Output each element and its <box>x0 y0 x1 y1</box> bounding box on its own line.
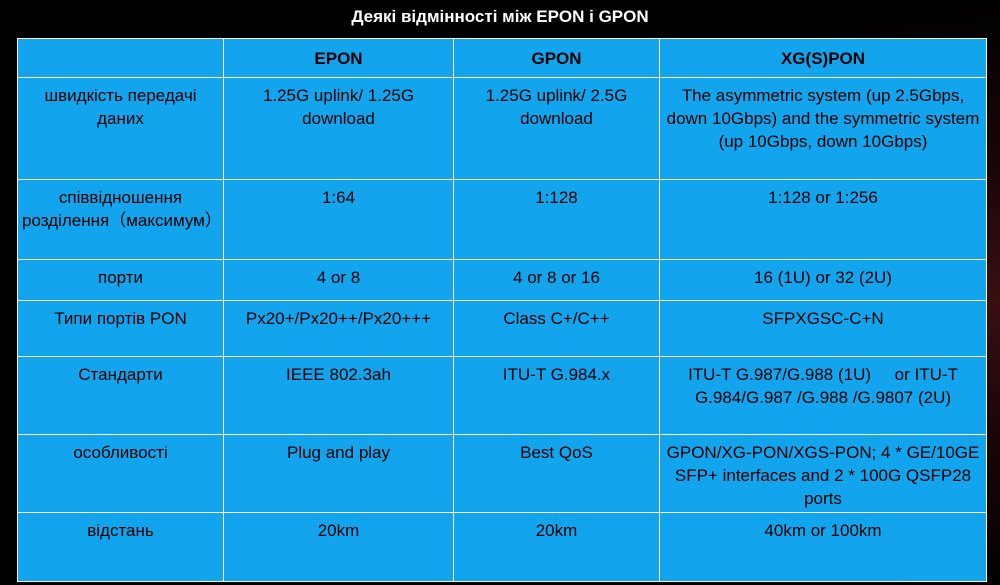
table-cell: 16 (1U) or 32 (2U) <box>659 259 987 301</box>
table-cell: 4 or 8 <box>223 259 454 301</box>
row-label: відстань <box>17 512 224 582</box>
table-row: Стандарти IEEE 802.3ah ITU-T G.984.x ITU… <box>17 356 987 435</box>
table-cell: ITU-T G.984.x <box>453 356 660 435</box>
table-cell: Plug and play <box>223 434 454 513</box>
table-cell: 1:128 <box>453 179 660 260</box>
header-cell-gpon: GPON <box>453 38 660 78</box>
table-row: особливості Plug and play Best QoS GPON/… <box>17 434 987 513</box>
header-cell-epon: EPON <box>223 38 454 78</box>
table-row: співвідношення розділення（максимум） 1:64… <box>17 179 987 260</box>
header-cell-empty <box>17 38 224 78</box>
header-cell-xgspon: XG(S)PON <box>659 38 987 78</box>
slide-title: Деякі відмінності між EPON і GPON <box>351 7 649 26</box>
comparison-table: EPON GPON XG(S)PON швидкість передачі да… <box>17 38 987 582</box>
table-cell: 1:128 or 1:256 <box>659 179 987 260</box>
comparison-table-wrapper: EPON GPON XG(S)PON швидкість передачі да… <box>17 38 987 582</box>
table-cell: 4 or 8 or 16 <box>453 259 660 301</box>
table-row: Типи портів PON Px20+/Px20++/Px20+++ Cla… <box>17 300 987 357</box>
row-label: особливості <box>17 434 224 513</box>
table-row: порти 4 or 8 4 or 8 or 16 16 (1U) or 32 … <box>17 259 987 301</box>
table-cell: IEEE 802.3ah <box>223 356 454 435</box>
table-row: швидкість передачі даних 1.25G uplink/ 1… <box>17 77 987 180</box>
row-label: Стандарти <box>17 356 224 435</box>
table-row: відстань 20km 20km 40km or 100km <box>17 512 987 582</box>
table-cell: 40km or 100km <box>659 512 987 582</box>
table-cell: 1:64 <box>223 179 454 260</box>
table-cell: SFPXGSC-C+N <box>659 300 987 357</box>
table-cell: Px20+/Px20++/Px20+++ <box>223 300 454 357</box>
table-cell: Best QoS <box>453 434 660 513</box>
table-cell: 1.25G uplink/ 1.25G download <box>223 77 454 180</box>
table-cell: 1.25G uplink/ 2.5G download <box>453 77 660 180</box>
table-header-row: EPON GPON XG(S)PON <box>17 38 987 78</box>
row-label: співвідношення розділення（максимум） <box>17 179 224 260</box>
table-cell: ITU-T G.987/G.988 (1U) or ITU-T G.984/G.… <box>659 356 987 435</box>
row-label: порти <box>17 259 224 301</box>
table-cell: Class C+/C++ <box>453 300 660 357</box>
table-cell: The asymmetric system (up 2.5Gbps, down … <box>659 77 987 180</box>
table-cell: GPON/XG-PON/XGS-PON; 4 * GE/10GE SFP+ in… <box>659 434 987 513</box>
row-label: швидкість передачі даних <box>17 77 224 180</box>
row-label: Типи портів PON <box>17 300 224 357</box>
table-cell: 20km <box>223 512 454 582</box>
table-cell: 20km <box>453 512 660 582</box>
